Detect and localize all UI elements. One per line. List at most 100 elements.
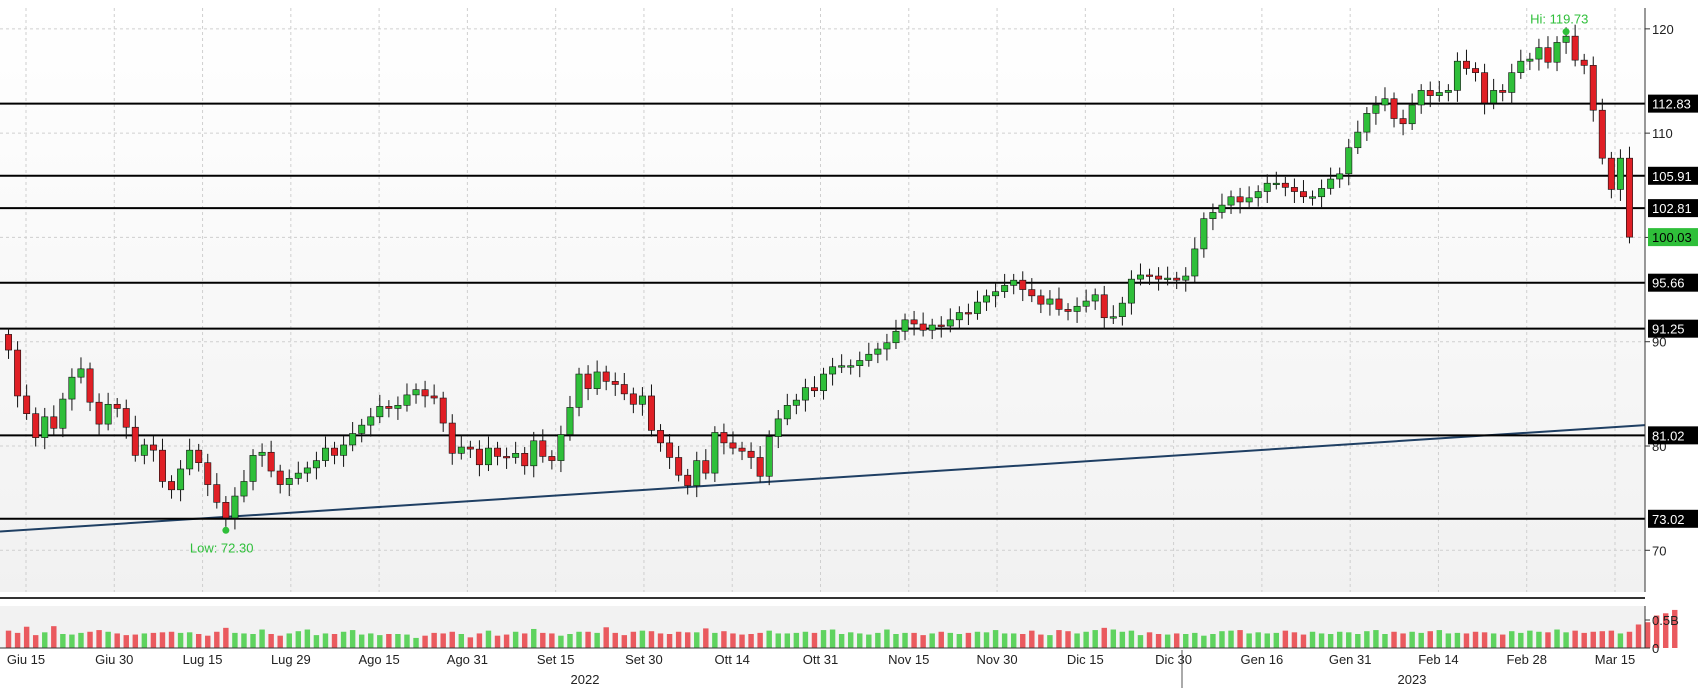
volume-bar	[594, 632, 600, 648]
volume-bar	[1518, 632, 1524, 648]
candle-down	[666, 442, 674, 458]
candle-down	[1100, 294, 1108, 319]
volume-bar	[1617, 633, 1624, 648]
candle-down	[919, 323, 927, 331]
volume-bar	[168, 631, 175, 648]
volume-bar	[1110, 629, 1117, 648]
candle-up	[1263, 182, 1271, 192]
level-label-box	[1648, 199, 1698, 218]
volume-bar	[657, 633, 664, 648]
candle-up	[801, 387, 809, 401]
candle-down	[629, 393, 637, 405]
volume-bar	[585, 631, 591, 648]
candle-up	[77, 368, 85, 378]
candle-up	[1046, 298, 1054, 305]
volume-bar	[666, 634, 673, 648]
candle-down	[1580, 59, 1588, 66]
level-label-box	[1648, 94, 1698, 113]
candle-down	[657, 430, 664, 444]
candle-up	[1381, 98, 1389, 106]
x-tick-label: Mar 15	[1595, 652, 1635, 667]
candle-down	[14, 349, 22, 397]
volume-bar	[857, 633, 863, 648]
candle-down	[149, 444, 157, 451]
volume-bar	[567, 634, 573, 648]
volume-bar	[42, 632, 48, 648]
volume-bar	[920, 635, 926, 648]
candle-up	[820, 373, 827, 392]
volume-bar	[802, 631, 809, 648]
candle-up	[992, 291, 1000, 297]
volume-bar	[757, 632, 763, 648]
x-tick-label: Lug 29	[271, 652, 311, 667]
level-label: 81.02	[1652, 428, 1685, 443]
x-tick-label: Ago 15	[359, 652, 400, 667]
volume-bar	[1563, 632, 1569, 648]
candle-up	[1227, 196, 1235, 206]
last-price-box	[1648, 228, 1698, 247]
candle-up	[774, 418, 782, 437]
candle-down	[439, 397, 447, 424]
volume-bar	[531, 628, 537, 648]
candle-up	[303, 467, 311, 474]
candle-down	[675, 457, 683, 476]
candle-up	[1118, 302, 1126, 317]
volume-bar	[1472, 631, 1479, 648]
candle-up	[1535, 47, 1543, 60]
volume-bar	[1400, 633, 1406, 648]
volume-tick-label: 0.5B	[1652, 613, 1679, 628]
candle-up	[312, 460, 320, 469]
volume-bar	[1653, 615, 1660, 648]
candle-up	[1526, 58, 1534, 62]
candle-down	[331, 447, 338, 456]
candle-down	[720, 432, 728, 444]
volume-bar	[1499, 634, 1506, 648]
volume-bar	[1201, 635, 1207, 648]
candle-down	[648, 395, 655, 431]
volume-bar	[974, 631, 981, 648]
volume-bar	[395, 634, 401, 648]
candle-up	[1209, 212, 1217, 219]
volume-bar	[1083, 631, 1089, 648]
volume-bar	[313, 635, 320, 648]
candle-down	[1037, 295, 1045, 305]
volume-bar	[1608, 630, 1615, 648]
volume-bar	[847, 632, 854, 648]
volume-bar	[929, 633, 935, 648]
candle-up	[1318, 188, 1326, 198]
volume-bar	[1056, 630, 1062, 648]
candle-up	[186, 449, 194, 470]
volume-bar	[223, 627, 229, 648]
candle-up	[901, 319, 909, 332]
volume-bar	[1355, 634, 1361, 648]
candle-up	[1010, 279, 1018, 286]
volume-bar	[1545, 632, 1551, 648]
candle-down	[475, 448, 483, 466]
volume-bar	[947, 632, 954, 648]
volume-bar	[1228, 630, 1234, 648]
candle-up	[41, 416, 49, 438]
volume-bar	[712, 632, 718, 648]
volume-bar	[1626, 631, 1633, 648]
candle-down	[1173, 277, 1181, 281]
volume-bar	[829, 629, 836, 648]
candle-up	[104, 403, 112, 425]
volume-bar	[766, 630, 772, 648]
volume-bar	[485, 630, 492, 648]
x-tick-label: Lug 15	[183, 652, 223, 667]
candle-up	[928, 324, 936, 331]
candle-up	[557, 434, 565, 461]
volume-bar	[449, 631, 455, 648]
candle-down	[702, 460, 710, 474]
volume-bar	[1101, 627, 1107, 648]
volume-bar	[413, 637, 419, 648]
volume-bar	[1065, 631, 1071, 648]
candle-up	[711, 432, 719, 474]
volume-bar	[911, 632, 917, 648]
candle-up	[856, 360, 864, 367]
volume-bar	[1237, 630, 1243, 648]
volume-bar	[1291, 632, 1298, 648]
volume-bar	[14, 632, 21, 648]
candle-down	[421, 389, 429, 397]
candle-down	[548, 456, 556, 461]
